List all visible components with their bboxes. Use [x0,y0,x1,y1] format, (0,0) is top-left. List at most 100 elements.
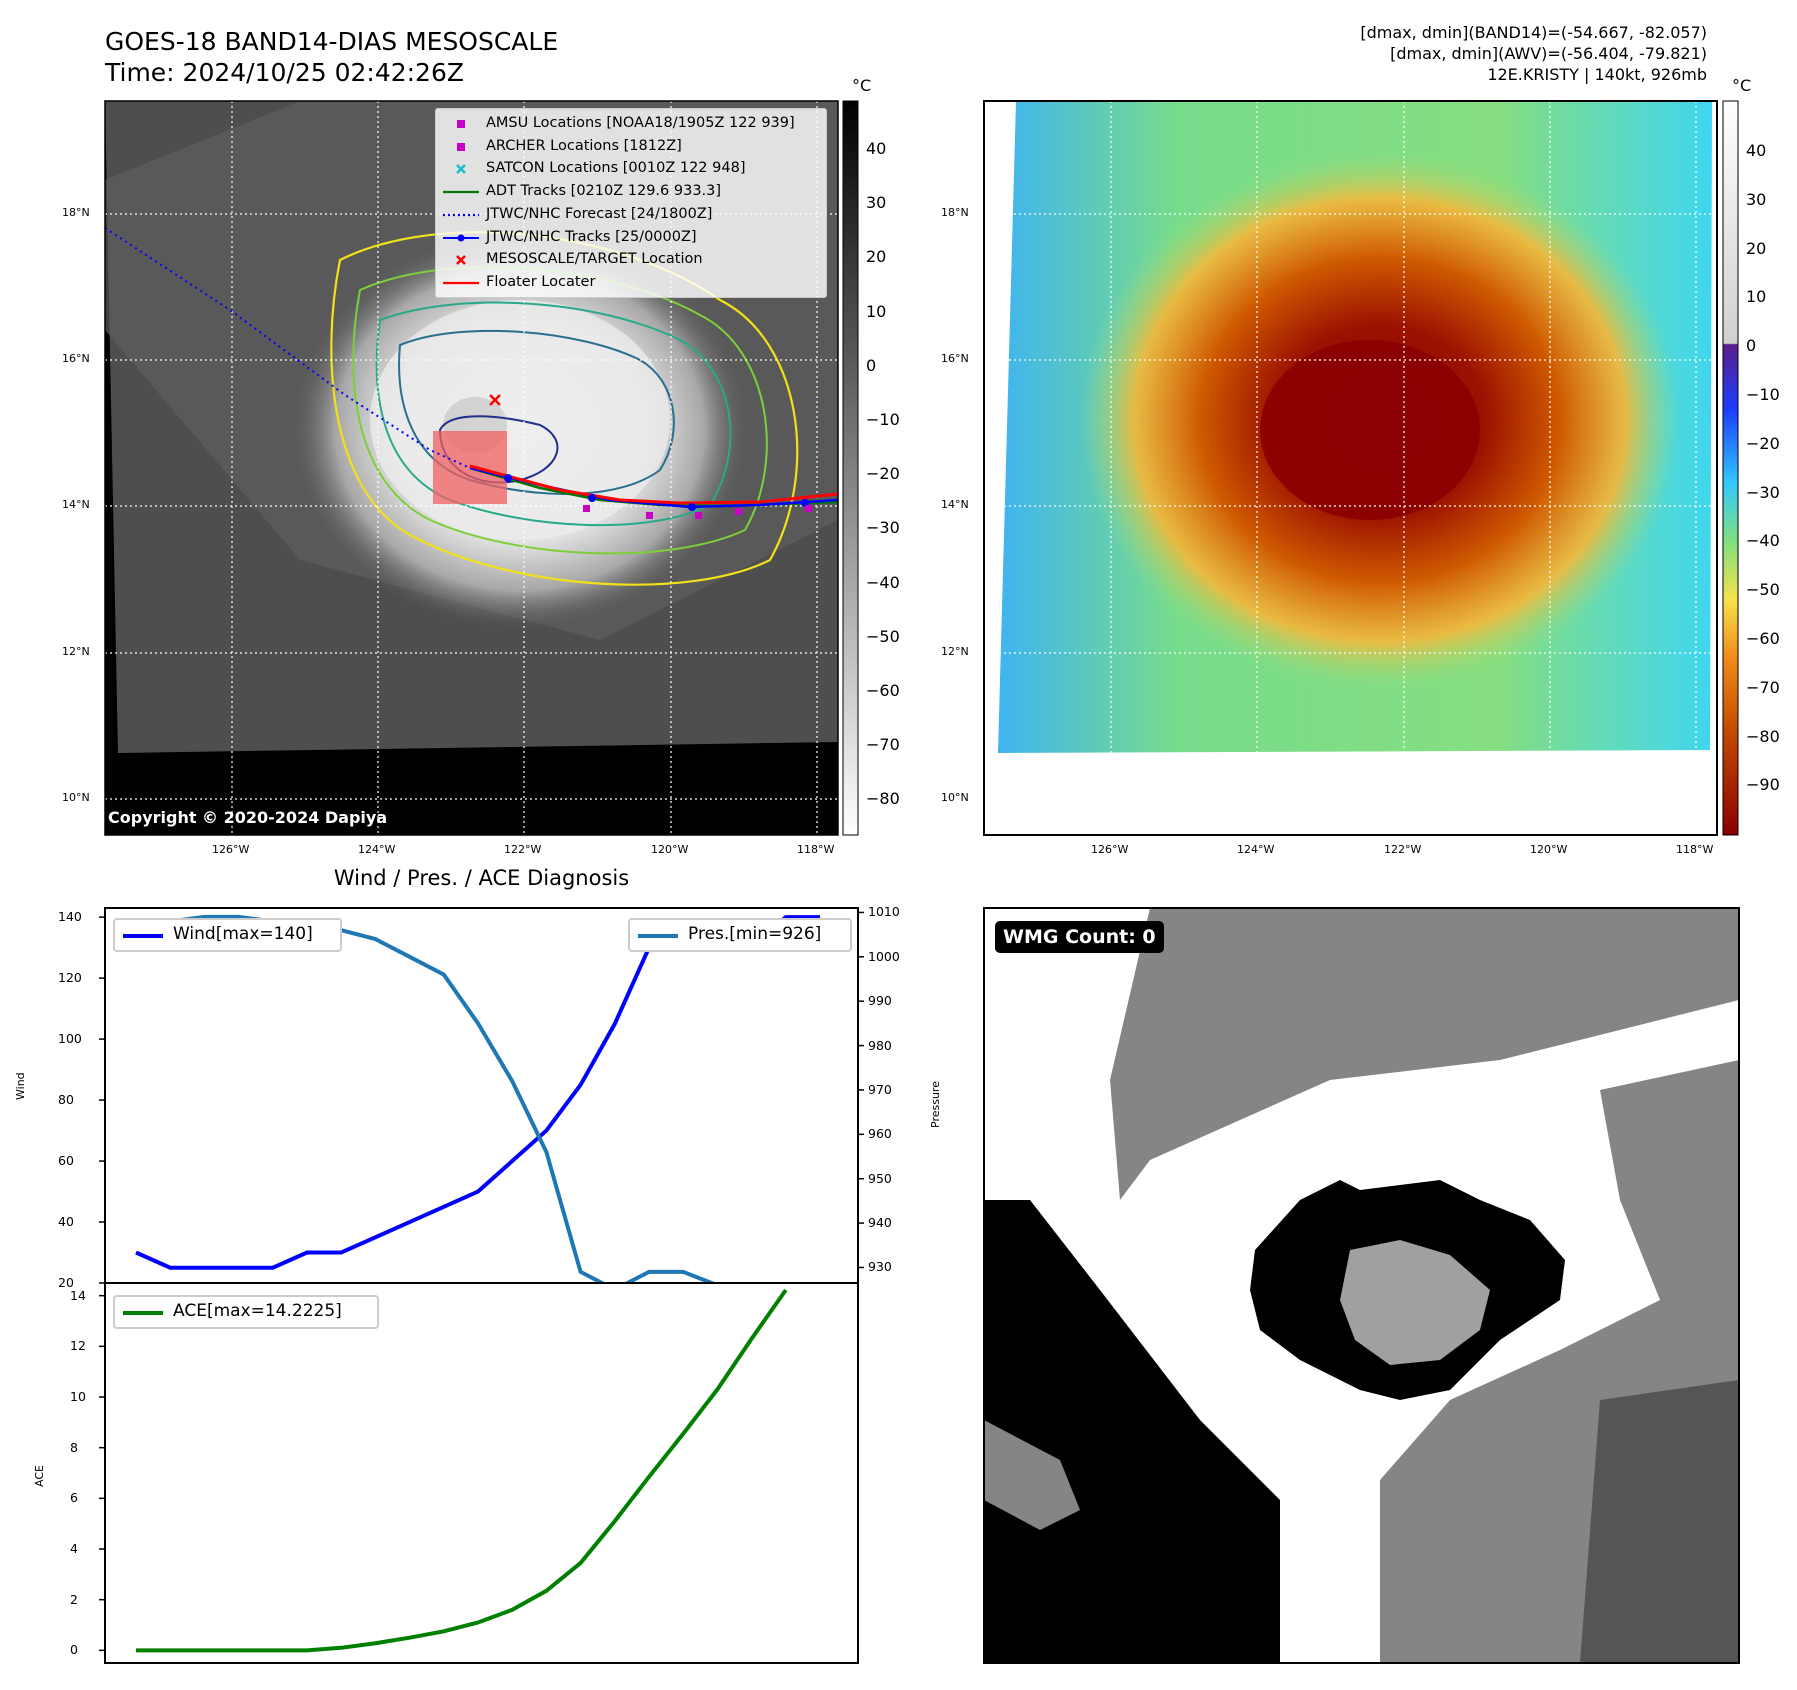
legend-label: MESOSCALE/TARGET Location [486,251,703,268]
wind-tick-label: 40 [58,1214,74,1230]
ace-tick-label: 8 [70,1439,78,1455]
wind-tick-label: 20 [58,1275,74,1290]
ace-tick-label: 14 [70,1287,86,1303]
stats-storm: 12E.KRISTY | 140kt, 926mb [1487,65,1707,84]
stats-band14: [dmax, dmin](BAND14)=(-54.667, -82.057) [1360,23,1707,42]
awv-colorbar-tick: 30 [1746,189,1767,209]
ir-colorbar-tick: 30 [866,193,887,213]
pressure-tick-label: 960 [868,1126,892,1142]
awv-colorbar-tick: −60 [1746,629,1780,648]
legend-label: JTWC/NHC Forecast [24/1800Z] [486,205,713,222]
wind-tick-label: 120 [58,970,82,986]
ir-contour-blue [398,329,675,495]
awv-lat-label: 12°N [941,645,969,658]
legend-symbol [457,142,465,151]
awv-lon-label: 118°W [1676,843,1714,856]
title-product: GOES-18 BAND14-DIAS MESOSCALE [105,27,559,56]
awv-lat-label: 14°N [941,498,969,511]
ir-lon-label: 124°W [358,843,396,856]
ir-colorbar-tick: 10 [866,301,887,321]
wind-tick-label: 60 [58,1153,74,1169]
ir-colorbar-tick: −60 [866,681,900,700]
ace-tick-label: 4 [70,1541,78,1556]
legend-symbol [457,120,465,128]
ir-colorbar-tick: 0 [866,355,877,375]
wind-legend-line [123,934,163,938]
legend-symbol [456,255,466,266]
ace-legend-label: ACE[max=14.2225] [173,1301,342,1321]
legend-symbol [443,281,479,284]
awv-colorbar-tick: −70 [1746,677,1780,697]
legend-label: ARCHER Locations [1812Z] [486,137,682,154]
ace-plot-area [99,1288,788,1653]
pressure-tick-label: 1010 [868,904,900,920]
ace-legend-line [123,1311,163,1315]
awv-lon-label: 122°W [1384,843,1422,856]
ir-lat-label: 12°N [62,645,90,658]
ace-tick-label: 2 [70,1591,78,1607]
wmg-count-label: WMG Count: 0 [995,921,1164,953]
ir-colorbar-tick: 40 [866,139,887,158]
legend-label: Floater Locater [486,273,596,290]
awv-lat-label: 16°N [941,352,969,365]
wind-tick-label: 80 [58,1092,74,1108]
ir-lat-label: 14°N [62,498,90,511]
ir-map-legend: AMSU Locations [NOAA18/1905Z 122 939] ARC… [435,108,827,298]
legend-symbol [443,190,479,194]
legend-symbol [443,213,479,216]
ir-colorbar-tick: 20 [866,247,887,267]
legend-label: ADT Tracks [0210Z 129.6 933.3] [486,183,722,200]
pressure-legend-label: Pres.[min=926] [688,924,822,944]
ir-colorbar [842,100,859,836]
ace-legend: ACE[max=14.2225] [113,1295,379,1329]
ir-colorbar-tick: −80 [866,789,900,809]
ir-colorbar-tick: −50 [866,626,900,646]
figure-stats: [dmax, dmin](BAND14)=(-54.667, -82.057) … [1360,22,1707,85]
wind-axis-label: Wind [14,1072,27,1100]
ir-lon-label: 118°W [797,843,835,856]
ir-colorbar-tick: −10 [866,410,900,429]
ace-tick-label: 6 [70,1490,78,1506]
wmg-gray-patch [984,1420,1080,1530]
ace-axis-label: ACE [33,1465,46,1487]
ir-colorbar-tick: −20 [866,464,900,484]
title-time: Time: 2024/10/25 02:42:26Z [105,58,464,87]
wind-legend: Wind[max=140] [113,918,342,952]
pressure-axis-label: Pressure [929,1081,942,1128]
legend-label: AMSU Locations [NOAA18/1905Z 122 939] [486,115,795,131]
pressure-legend-line [638,934,678,938]
wind-pres-axes [104,907,859,1284]
wind-tick-label: 100 [58,1031,82,1047]
amsu-archer-points [583,505,812,519]
stats-awv: [dmax, dmin](AWV)=(-56.404, -79.821) [1390,44,1707,63]
pressure-series-line [136,914,752,1292]
wmg-gray-band-upper [1110,908,1739,1200]
ace-tick-label: 10 [70,1389,86,1404]
awv-colorbar-tick: 10 [1746,287,1767,307]
ir-colorbar-tick: −70 [866,735,900,755]
awv-colorbar-tick: 0 [1746,336,1757,356]
awv-colorbar-unit: °C [1732,76,1752,95]
pressure-tick-label: 990 [868,993,892,1009]
ace-series-line [136,1288,788,1653]
wmg-dark-gray [1580,1380,1739,1663]
pressure-tick-label: 980 [868,1037,892,1053]
wmg-eye [1340,1240,1490,1365]
legend-symbol [443,234,479,241]
legend-symbol [456,164,466,175]
awv-colorbar-tick: −20 [1746,433,1780,453]
pressure-tick-label: 940 [868,1215,892,1231]
ace-axes [104,1282,859,1664]
ace-tick-label: 0 [70,1642,78,1658]
ir-lat-label: 16°N [62,352,90,365]
ir-lat-label: 10°N [62,791,90,804]
awv-colorbar-tick: −10 [1746,385,1780,404]
awv-core-region [1260,340,1480,520]
pressure-tick-label: 930 [868,1259,892,1275]
jtwc-forecast-track [104,227,471,469]
awv-lat-label: 10°N [941,791,969,804]
ir-lat-label: 18°N [62,206,90,219]
ir-colorbar-tick: −30 [866,518,900,538]
